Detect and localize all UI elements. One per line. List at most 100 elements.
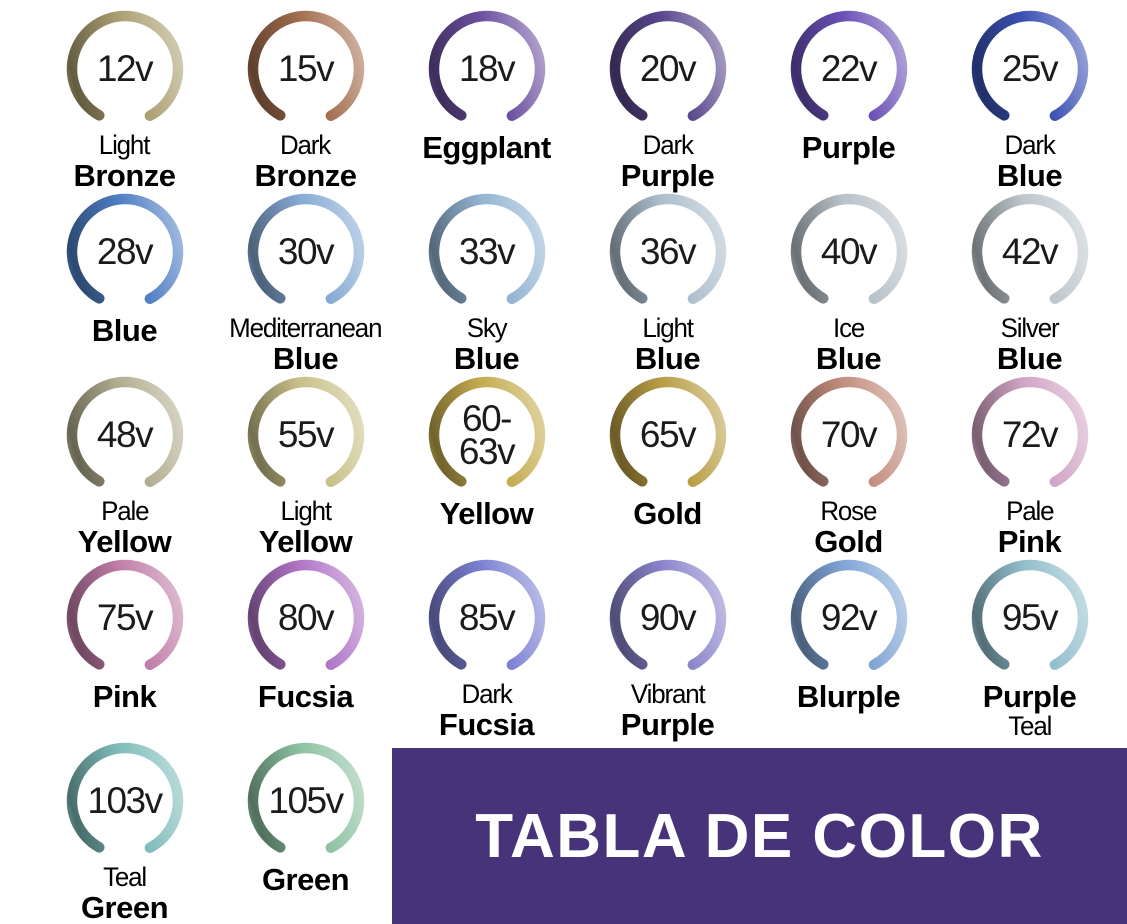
ring-graphic: 40v	[788, 191, 910, 313]
ring-item: 18v Eggplant	[396, 8, 577, 191]
open-ring-icon	[428, 10, 545, 128]
ring-color-name: Teal Green	[80, 862, 169, 924]
ring-color-name-line: Blue	[996, 157, 1063, 193]
ring-color-name-line: Yellow	[77, 523, 172, 559]
ring-item: 30v Mediterranean Blue	[215, 191, 396, 374]
ring-color-name-line: Gold	[814, 523, 883, 559]
ring-voltage-label: 28v	[96, 231, 154, 273]
ring-color-name-line: Yellow	[439, 496, 534, 531]
open-ring-icon	[247, 559, 364, 677]
ring-item: 95v Purple Teal	[939, 557, 1120, 740]
ring-item: 22v Purple	[758, 8, 939, 191]
ring-voltage-label: 75v	[96, 597, 154, 639]
ring-voltage-label: 92v	[820, 597, 878, 639]
ring-color-name: Dark Fucsia	[438, 679, 535, 742]
ring-color-name-line: Dark	[461, 679, 512, 709]
ring-voltage-label: 18v	[458, 48, 516, 90]
ring-item: 40v Ice Blue	[758, 191, 939, 374]
ring-graphic: 12v	[64, 8, 186, 130]
ring-voltage-label: 40v	[820, 231, 878, 273]
ring-color-name-line: Purple	[620, 706, 715, 742]
open-ring-icon	[247, 193, 364, 311]
ring-color-name-line: Pink	[997, 523, 1062, 559]
ring-item: 105v Green	[215, 740, 396, 923]
ring-color-name-line: Bronze	[73, 157, 176, 193]
ring-row: 48v Pale Yellow 55v Light Yellow 60- 63v Y…	[34, 374, 1127, 557]
ring-color-name: Light Yellow	[258, 496, 353, 559]
ring-color-name-line: Green	[80, 889, 169, 924]
ring-item: 72v Pale Pink	[939, 374, 1120, 557]
ring-row: 75v Pink 80v Fucsia 85v Dark Fucsia 90v V…	[34, 557, 1127, 740]
ring-voltage-label: 15v	[277, 48, 335, 90]
open-ring-icon	[609, 376, 726, 494]
ring-voltage-label: 42v	[1001, 231, 1059, 273]
ring-color-name-line: Yellow	[258, 523, 353, 559]
open-ring-icon	[66, 193, 183, 311]
ring-color-name: Vibrant Purple	[620, 679, 715, 742]
ring-color-name-line: Vibrant	[630, 679, 706, 709]
ring-color-name: Ice Blue	[815, 313, 882, 376]
ring-color-name: Green	[262, 864, 350, 896]
ring-color-name-line: Blue	[996, 340, 1063, 376]
ring-color-name-line: Pink	[92, 679, 157, 714]
ring-color-name: Blue	[92, 315, 158, 347]
ring-color-name: Purple Teal	[983, 681, 1077, 741]
ring-color-name: Silver Blue	[996, 314, 1063, 376]
ring-color-name: Sky Blue	[454, 314, 520, 375]
ring-color-name-line: Fucsia	[257, 679, 354, 714]
open-ring-icon	[247, 10, 364, 128]
ring-color-name-line: Gold	[633, 496, 702, 531]
ring-voltage-label: 22v	[820, 48, 878, 90]
ring-voltage-label: 12v	[96, 48, 154, 90]
ring-color-name-line: Pale	[1005, 496, 1054, 526]
ring-color-name-line: Blue	[815, 340, 882, 376]
ring-graphic: 30v	[245, 191, 367, 313]
ring-color-name-line: Blue	[634, 340, 701, 376]
ring-item: 80v Fucsia	[215, 557, 396, 740]
open-ring-icon	[790, 559, 907, 677]
title-banner: TABLA DE COLOR	[392, 748, 1127, 924]
open-ring-icon	[790, 10, 907, 128]
ring-graphic: 80v	[245, 557, 367, 679]
ring-color-name-line: Purple	[801, 130, 896, 165]
ring-color-name: Dark Purple	[620, 131, 715, 193]
ring-color-name-line: Purple	[620, 157, 715, 193]
ring-item: 85v Dark Fucsia	[396, 557, 577, 740]
ring-item: 20v Dark Purple	[577, 8, 758, 191]
ring-color-name-line: Blurple	[796, 679, 901, 714]
ring-graphic: 72v	[969, 374, 1091, 496]
ring-color-name-line: Teal	[103, 862, 147, 892]
ring-color-name-line: Light	[642, 313, 694, 343]
ring-color-name-line: Rose	[820, 496, 878, 526]
ring-color-name-line: Ice	[832, 313, 865, 343]
ring-graphic: 60- 63v	[426, 374, 548, 496]
open-ring-icon	[971, 559, 1088, 677]
open-ring-icon	[66, 10, 183, 128]
ring-graphic: 15v	[245, 8, 367, 130]
open-ring-icon	[66, 376, 183, 494]
ring-graphic: 18v	[426, 8, 548, 130]
ring-color-name: Dark Bronze	[254, 130, 357, 192]
ring-voltage-label: 90v	[639, 597, 697, 639]
ring-item: 103v Teal Green	[34, 740, 215, 923]
ring-color-name: Pale Pink	[997, 496, 1062, 559]
open-ring-icon	[428, 559, 545, 677]
ring-color-name: Eggplant	[422, 132, 551, 164]
ring-graphic: 105v	[245, 740, 367, 862]
ring-color-name-line: Fucsia	[438, 706, 535, 742]
open-ring-icon	[428, 376, 545, 494]
ring-graphic: 95v	[969, 557, 1091, 679]
ring-color-name-line: Dark	[280, 130, 331, 160]
banner-title: TABLA DE COLOR	[475, 801, 1044, 871]
ring-color-name: Rose Gold	[814, 496, 883, 559]
ring-color-name: Mediterranean Blue	[226, 314, 385, 375]
ring-color-name-line: Eggplant	[422, 130, 551, 165]
ring-voltage-label: 60- 63v	[458, 397, 516, 472]
ring-graphic: 48v	[64, 374, 186, 496]
ring-item: 28v Blue	[34, 191, 215, 374]
ring-color-name-line: Light	[280, 496, 332, 526]
ring-voltage-label: 105v	[268, 780, 344, 822]
open-ring-icon	[971, 10, 1088, 128]
